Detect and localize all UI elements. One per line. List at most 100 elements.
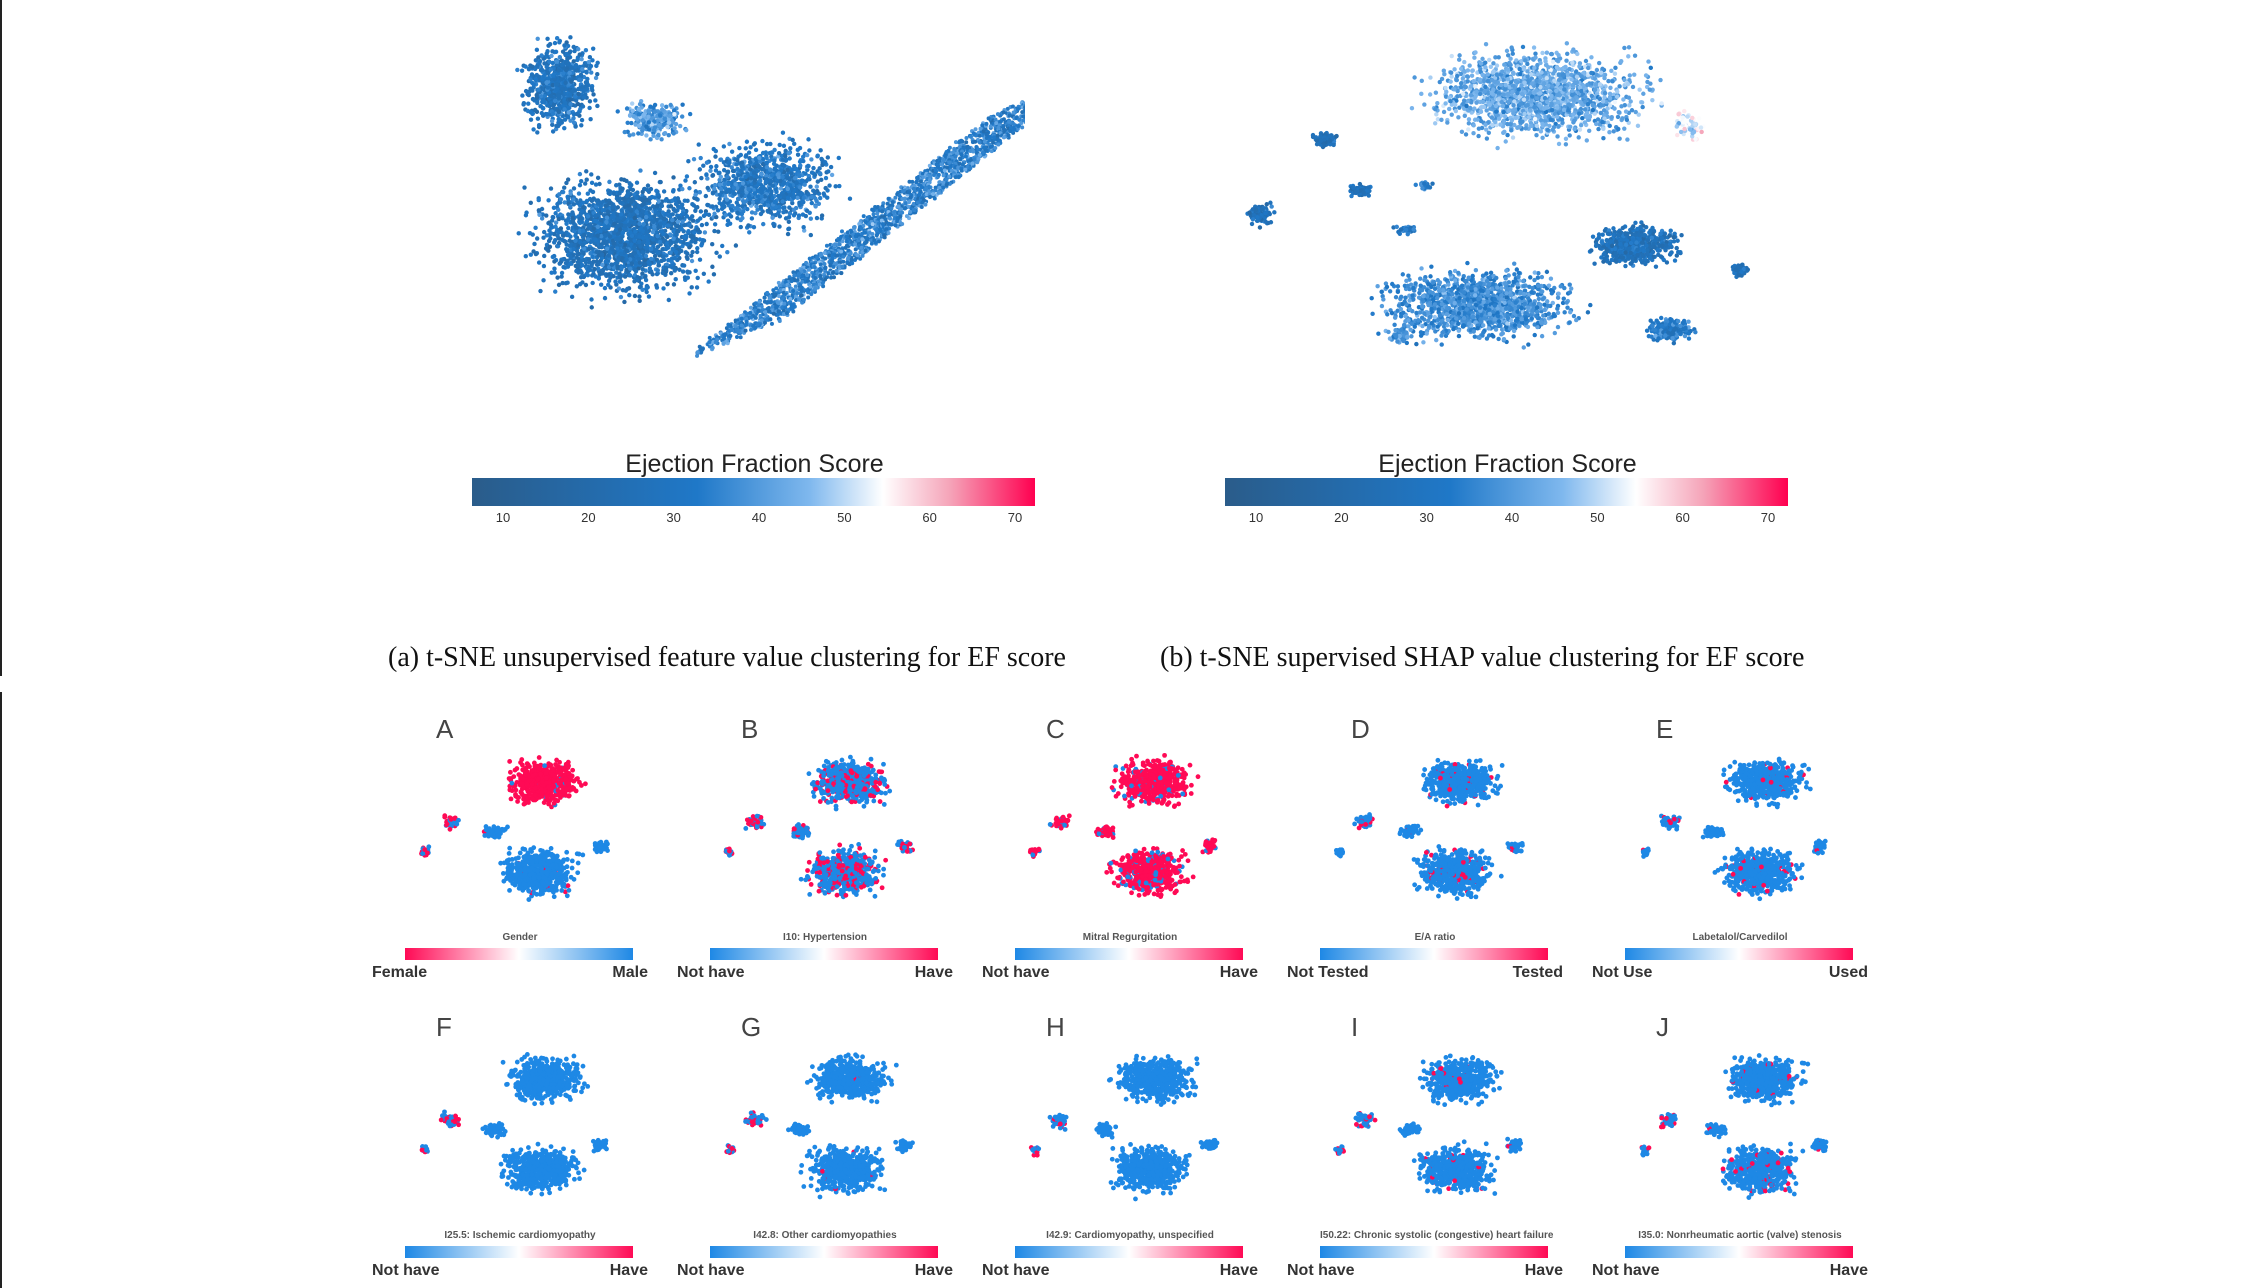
scatter-point — [590, 46, 596, 51]
scatter-point — [541, 278, 546, 283]
scatter-point — [611, 230, 617, 235]
scatter-point — [708, 164, 714, 170]
scatter-point — [776, 300, 781, 305]
scatter-point — [739, 323, 744, 328]
scatter-point — [612, 221, 617, 227]
scatter-point — [556, 240, 562, 246]
scatter-point — [564, 40, 569, 45]
scatter-point — [839, 249, 844, 254]
scatter-point — [568, 65, 574, 71]
scatter-point — [770, 215, 775, 220]
scatter-point — [821, 191, 826, 196]
scatter-point — [879, 218, 884, 223]
scatter-point — [567, 70, 572, 76]
scatter-point — [556, 109, 562, 115]
scatter-point — [751, 224, 757, 230]
scatter-point — [652, 170, 658, 176]
scatter-point — [563, 86, 568, 92]
scatter-point — [654, 204, 660, 209]
scatter-point — [646, 114, 651, 120]
scatter-point — [589, 172, 594, 177]
scatter-point — [549, 218, 555, 223]
scatter-point — [718, 174, 724, 179]
scatter-point — [814, 184, 819, 189]
scatter-point — [927, 177, 932, 182]
scatter-point — [764, 141, 770, 147]
scatter-point — [550, 111, 556, 117]
scatter-point — [610, 204, 615, 210]
scatter-point — [574, 255, 580, 260]
scatter-point — [694, 249, 700, 255]
scatter-point — [862, 230, 867, 235]
scatter-point — [604, 246, 610, 251]
scatter-point — [718, 157, 724, 162]
scatter-point — [565, 60, 570, 65]
scatter-point — [528, 200, 533, 205]
scatter-point — [542, 94, 547, 99]
scatter-point — [624, 248, 630, 253]
scatter-point — [528, 117, 534, 122]
scatter-point — [732, 191, 737, 196]
scatter-point — [744, 322, 749, 327]
scatter-point — [716, 229, 721, 234]
scatter-point — [941, 157, 946, 162]
scatter-point — [571, 186, 577, 191]
scatter-point — [593, 219, 599, 224]
scatter-point — [739, 316, 744, 321]
scatter-point — [541, 56, 546, 61]
scatter-point — [871, 212, 876, 217]
scatter-point — [953, 154, 958, 159]
scatter-point — [958, 139, 963, 144]
scatter-point — [806, 278, 811, 283]
scatter-point — [584, 219, 589, 225]
scatter-point — [799, 285, 804, 290]
scatter-point — [724, 197, 730, 202]
scatter-point — [772, 199, 778, 205]
scatter-point — [663, 198, 668, 203]
scatter-point — [953, 140, 958, 145]
scatter-point — [947, 160, 952, 165]
scatter-point — [550, 82, 555, 88]
scatter-point — [640, 287, 645, 292]
scatter-point — [663, 246, 669, 252]
scatter-point — [613, 183, 619, 188]
scatter-point — [568, 102, 573, 107]
scatter-point — [812, 172, 818, 178]
scatter-point — [641, 221, 646, 227]
scatter-point — [597, 181, 602, 187]
scatter-point — [641, 186, 647, 192]
scatter-point — [837, 242, 842, 247]
scatter-point — [936, 172, 941, 177]
scatter-point — [672, 126, 677, 131]
scatter-point — [525, 91, 530, 97]
scatter-point — [613, 279, 618, 284]
scatter-point — [717, 170, 722, 176]
scatter-point — [695, 246, 700, 251]
scatter-point — [559, 270, 565, 276]
scatter-point — [772, 223, 777, 229]
scatter-point — [536, 55, 541, 60]
scatter-point — [819, 156, 824, 162]
scatter-point — [673, 277, 678, 282]
scatter-point — [552, 259, 557, 264]
scatter-point — [734, 162, 739, 167]
scatter-point — [701, 271, 707, 277]
scatter-point — [579, 215, 584, 221]
scatter-point — [759, 318, 764, 323]
scatter-point — [675, 196, 681, 201]
scatter-point — [580, 200, 586, 206]
scatter-point — [705, 202, 710, 208]
scatter-point — [590, 280, 595, 286]
scatter-point — [636, 131, 641, 136]
scatter-point — [619, 208, 624, 213]
scatter-point — [547, 59, 552, 65]
scatter-point — [773, 292, 778, 297]
scatter-point — [584, 79, 590, 85]
scatter-point — [615, 246, 620, 251]
scatter-point — [545, 36, 550, 42]
scatter-point — [697, 237, 703, 242]
scatter-point — [637, 221, 642, 227]
scatter-point — [697, 167, 703, 172]
scatter-point — [795, 195, 800, 201]
scatter-point — [795, 147, 800, 153]
